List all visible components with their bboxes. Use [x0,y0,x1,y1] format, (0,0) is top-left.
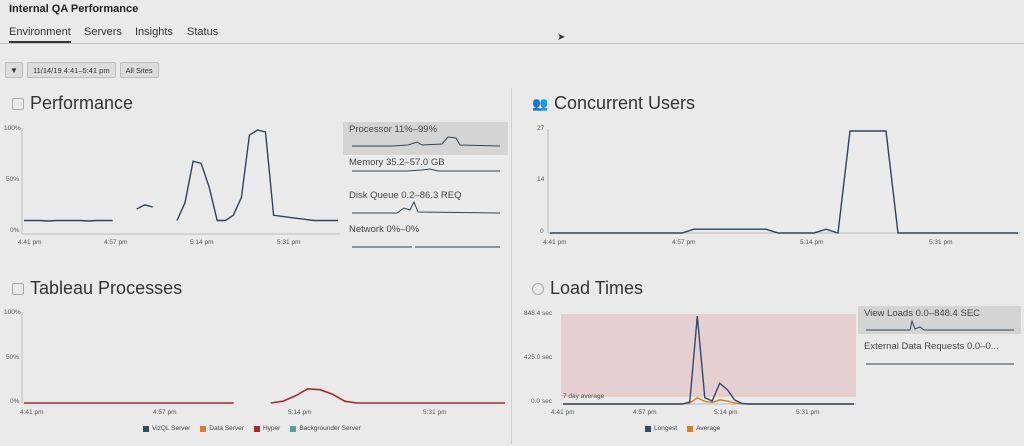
seven-day-average-label: 7 day average [563,393,605,400]
network-spark-label[interactable]: Network 0%–0% [349,224,420,235]
legend-average[interactable]: Average [687,425,720,432]
proc-ytick: 0% [10,398,20,405]
users-icon: 👥 [532,95,549,111]
load-ytick: 0.0 sec [531,398,552,405]
app-title: Internal QA Performance [9,3,139,15]
concurrent-users-chart[interactable] [547,129,1020,234]
concurrent-users-series-line [550,130,1018,234]
perf-ytick: 0% [10,227,20,234]
users-ytick: 27 [537,125,545,132]
proc-xtick: 4:57 pm [153,409,177,416]
users-xtick: 4:57 pm [672,239,696,246]
tableau-processes-chart[interactable] [21,312,507,404]
date-range-filter[interactable]: 11/14/19 4:41–5:41 pm [27,62,116,78]
users-ytick: 0 [540,228,544,235]
users-xtick: 5:14 pm [800,239,824,246]
perf-xtick: 5:31 pm [277,239,301,246]
processes-icon [12,282,24,295]
perf-ytick: 50% [6,176,20,183]
legend-hyper[interactable]: Hyper [253,425,280,432]
external-data-requests-spark-label[interactable]: External Data Requests 0.0–0... [864,341,999,352]
column-divider [511,88,512,444]
tableau-processes-title: Tableau Processes [30,278,183,298]
load-times-section-title: Load Times [532,278,643,299]
legend-data-server[interactable]: Data Server [200,425,244,432]
load-xtick: 4:41 pm [551,409,575,416]
sites-filter[interactable]: All Sites [119,62,159,78]
processor-spark-label[interactable]: Processor 11%–99% [349,124,438,135]
longest-series-line [563,315,854,405]
tableau-processes-section-title: Tableau Processes [12,278,182,299]
proc-xtick: 5:31 pm [423,409,447,416]
perf-xtick: 5:14 pm [190,239,214,246]
users-xtick: 4:41 pm [543,239,567,246]
perf-xtick: 4:41 pm [18,239,42,246]
proc-xtick: 4:41 pm [20,409,44,416]
filter-funnel-icon[interactable]: ▼ [5,62,23,78]
disk-queue-sparkline [352,200,501,214]
clock-icon [532,282,544,295]
tab-insights[interactable]: Insights [135,26,173,38]
perf-xtick: 4:57 pm [104,239,128,246]
performance-title: Performance [30,93,134,113]
load-times-chart[interactable] [561,314,856,405]
view-loads-spark-label[interactable]: View Loads 0.0–848.4 SEC [864,308,981,319]
load-times-title: Load Times [550,278,644,298]
processor-sparkline [352,136,501,147]
load-times-sparklines [866,319,1014,365]
processor-series-line [24,129,338,222]
load-xtick: 5:31 pm [796,409,820,416]
users-xtick: 5:31 pm [929,239,953,246]
concurrent-users-section-title: 👥 Concurrent Users [532,93,695,114]
users-ytick: 14 [537,176,545,183]
performance-section-title: Performance [12,93,133,114]
memory-spark-label[interactable]: Memory 35.2–57.0 GB [349,157,445,168]
load-times-legend: Longest Average [645,425,720,432]
proc-xtick: 5:14 pm [288,409,312,416]
tab-bar: Environment Servers Insights Status [0,22,1024,44]
load-ytick: 848.4 sec [524,310,553,317]
filter-bar: ▼ 11/14/19 4:41–5:41 pm All Sites [5,62,159,78]
processes-legend: VizQL Server Data Server Hyper Backgroun… [143,425,361,432]
performance-icon [12,97,24,110]
legend-longest[interactable]: Longest [645,425,677,432]
mouse-cursor-icon: ➤ [557,32,566,43]
load-ytick: 425.0 sec [524,354,553,361]
hyper-series-line [24,387,505,404]
load-xtick: 4:57 pm [633,409,657,416]
proc-ytick: 50% [6,354,20,361]
concurrent-users-title: Concurrent Users [554,93,696,113]
legend-vizql[interactable]: VizQL Server [143,425,190,432]
legend-backgrounder[interactable]: Backgrounder Server [290,425,361,432]
perf-ytick: 100% [4,125,21,132]
seven-day-average-band [561,314,856,396]
memory-sparkline [352,168,500,172]
load-xtick: 5:14 pm [714,409,738,416]
processor-spark-highlight [343,122,508,155]
disk-queue-spark-label[interactable]: Disk Queue 0.2–86.3 REQ [349,190,462,201]
view-loads-spark-highlight [858,306,1021,334]
tab-status[interactable]: Status [187,26,219,38]
tab-environment[interactable]: Environment [9,26,71,43]
proc-ytick: 100% [4,309,21,316]
performance-sparklines [352,136,501,248]
view-loads-sparkline [866,319,1014,331]
tab-servers[interactable]: Servers [84,26,122,38]
performance-chart[interactable] [21,128,340,235]
